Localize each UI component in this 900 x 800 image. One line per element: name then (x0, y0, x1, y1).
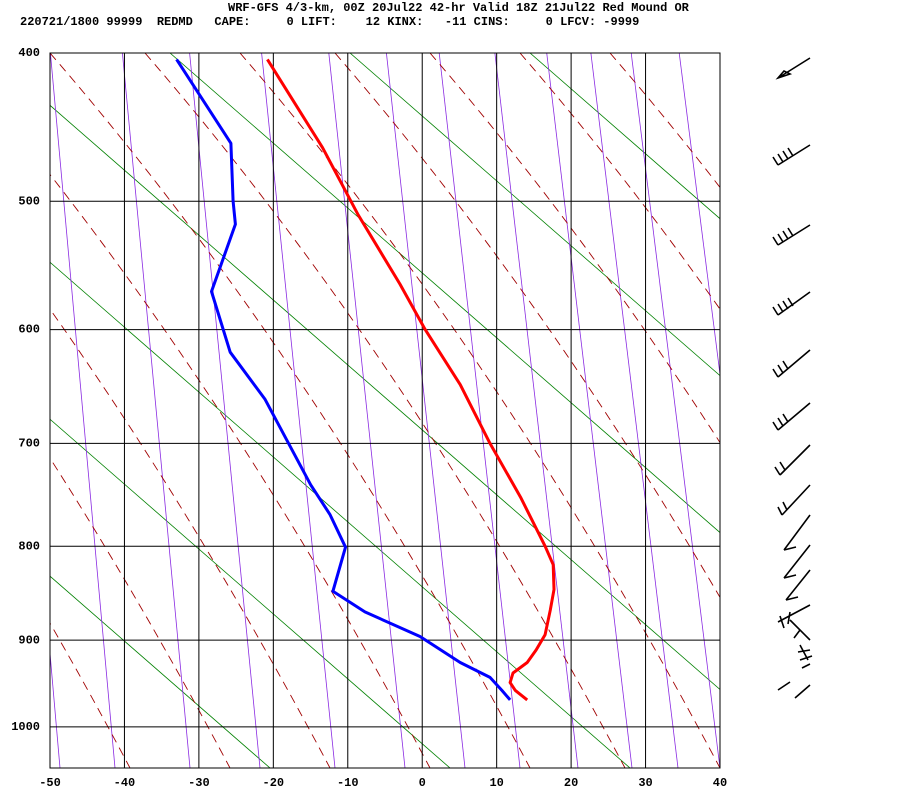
dry-adiabat (189, 53, 261, 768)
wind-barb (772, 291, 811, 316)
wind-barbs (772, 57, 813, 699)
x-tick-label: 10 (489, 776, 503, 790)
x-tick-label: -10 (337, 776, 359, 790)
chart-title: WRF-GFS 4/3-km, 00Z 20Jul22 42-hr Valid … (228, 1, 690, 15)
x-tick-label: -20 (263, 776, 285, 790)
moist-adiabat (334, 53, 720, 599)
y-tick-label: 700 (18, 437, 40, 451)
dry-adiabat (546, 53, 633, 768)
chart-subtitle: 220721/1800 99999 REDMD CAPE: 0 LIFT: 12… (20, 15, 639, 29)
wind-barb (789, 619, 811, 641)
y-tick-label: 500 (18, 194, 40, 208)
x-tick-label: 0 (419, 776, 426, 790)
x-tick-label: 40 (713, 776, 727, 790)
plot-border (49, 52, 721, 769)
dry-adiabat (386, 53, 466, 768)
moist-adiabat (50, 308, 331, 768)
background-lines (50, 53, 720, 768)
x-tick-label: -30 (188, 776, 210, 790)
mixing-line (529, 53, 720, 220)
y-tick-label: 900 (18, 633, 40, 647)
dry-adiabat (50, 53, 116, 768)
mixing-line (349, 53, 720, 377)
mixing-line (50, 418, 451, 768)
wind-barb (785, 569, 811, 601)
dry-adiabat (438, 53, 521, 768)
wind-barb (783, 544, 811, 579)
dry-adiabat (328, 53, 406, 768)
y-tick-label: 600 (18, 323, 40, 337)
mixing-line (50, 104, 720, 691)
wind-barb (772, 144, 811, 166)
moist-adiabat (50, 53, 531, 768)
wind-barb (774, 444, 811, 476)
wind-barb (777, 484, 811, 516)
x-tick-label: 20 (564, 776, 578, 790)
wind-barb (772, 349, 811, 378)
dry-adiabat (494, 53, 579, 768)
mixing-line (50, 575, 271, 768)
wind-barb (777, 681, 811, 699)
x-tick-label: 30 (638, 776, 652, 790)
mixing-line (169, 53, 720, 534)
wind-barb (783, 514, 811, 551)
dry-adiabat (678, 53, 720, 378)
y-tick-label: 800 (18, 539, 40, 553)
wind-barb (772, 224, 811, 246)
plot-area: 400 500 600 700 800 900 1000 -50 -40 -30 -20 -10 0 10… (11, 46, 727, 790)
profile-line (175, 58, 512, 701)
y-tick-label: 400 (18, 46, 40, 60)
moist-adiabat (429, 53, 720, 444)
x-tick-label: -40 (114, 776, 136, 790)
x-tick-label: -50 (39, 776, 61, 790)
profile-line (266, 58, 556, 702)
wind-barb (777, 604, 811, 629)
y-tick-label: 1000 (11, 720, 40, 734)
moist-adiabat (144, 53, 626, 768)
mixing-line (50, 261, 631, 768)
dry-adiabat (590, 53, 679, 768)
wind-barb (775, 57, 811, 80)
moist-adiabat (50, 173, 431, 768)
moist-adiabat (239, 53, 720, 768)
dry-adiabat (122, 53, 191, 768)
wind-barb (797, 644, 813, 669)
wind-barb (772, 402, 811, 431)
